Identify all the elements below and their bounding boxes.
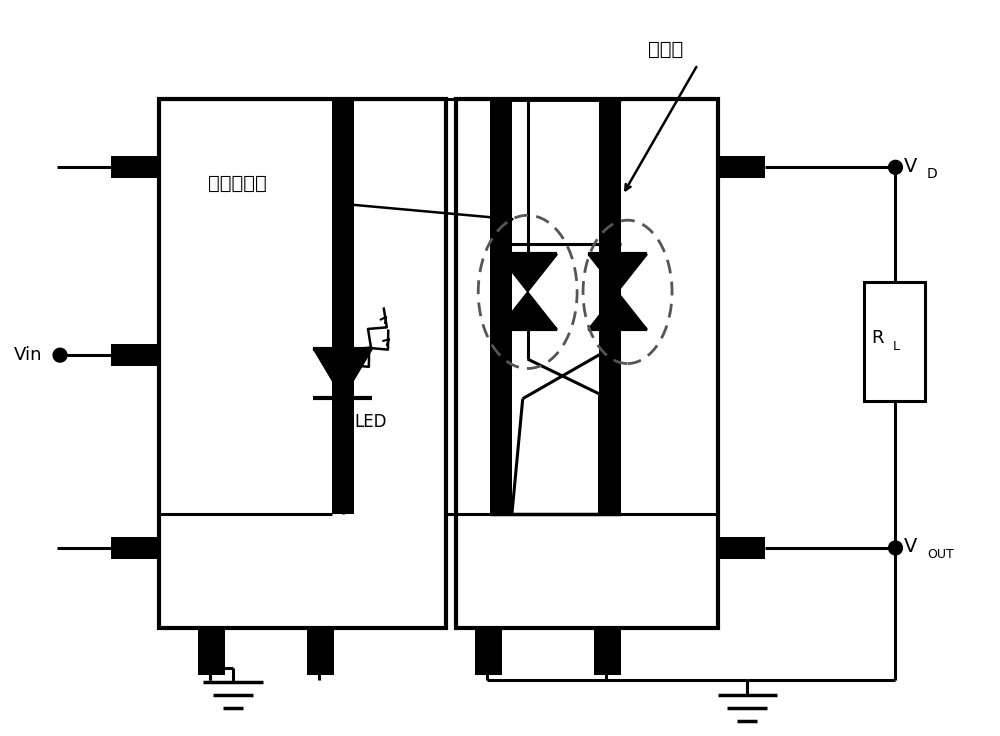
Text: R: R bbox=[872, 329, 884, 347]
Bar bbox=[718, 157, 765, 178]
Bar bbox=[198, 628, 225, 676]
Bar bbox=[864, 282, 925, 400]
Bar bbox=[111, 157, 159, 178]
Polygon shape bbox=[498, 292, 557, 330]
Text: L: L bbox=[893, 340, 900, 353]
Bar bbox=[594, 628, 621, 676]
Bar bbox=[307, 628, 334, 676]
Bar bbox=[490, 99, 512, 514]
Text: Vin: Vin bbox=[14, 346, 42, 364]
Bar bbox=[159, 99, 446, 628]
Text: 可控硅: 可控硅 bbox=[648, 40, 684, 59]
Text: LED: LED bbox=[355, 413, 387, 431]
Circle shape bbox=[889, 541, 902, 555]
Bar bbox=[718, 537, 765, 559]
Polygon shape bbox=[498, 255, 557, 292]
Bar bbox=[332, 99, 354, 514]
Bar bbox=[475, 628, 502, 676]
Text: V: V bbox=[903, 157, 917, 176]
Polygon shape bbox=[313, 349, 372, 398]
Bar bbox=[111, 344, 159, 366]
Circle shape bbox=[889, 160, 902, 174]
Bar bbox=[111, 537, 159, 559]
Text: 光触发电路: 光触发电路 bbox=[208, 174, 267, 193]
Text: V: V bbox=[903, 537, 917, 556]
Text: D: D bbox=[927, 167, 938, 181]
Bar bbox=[599, 99, 621, 514]
Polygon shape bbox=[588, 255, 647, 292]
Bar bbox=[456, 99, 718, 628]
Text: OUT: OUT bbox=[927, 548, 954, 562]
Circle shape bbox=[53, 348, 67, 362]
Polygon shape bbox=[588, 292, 647, 330]
